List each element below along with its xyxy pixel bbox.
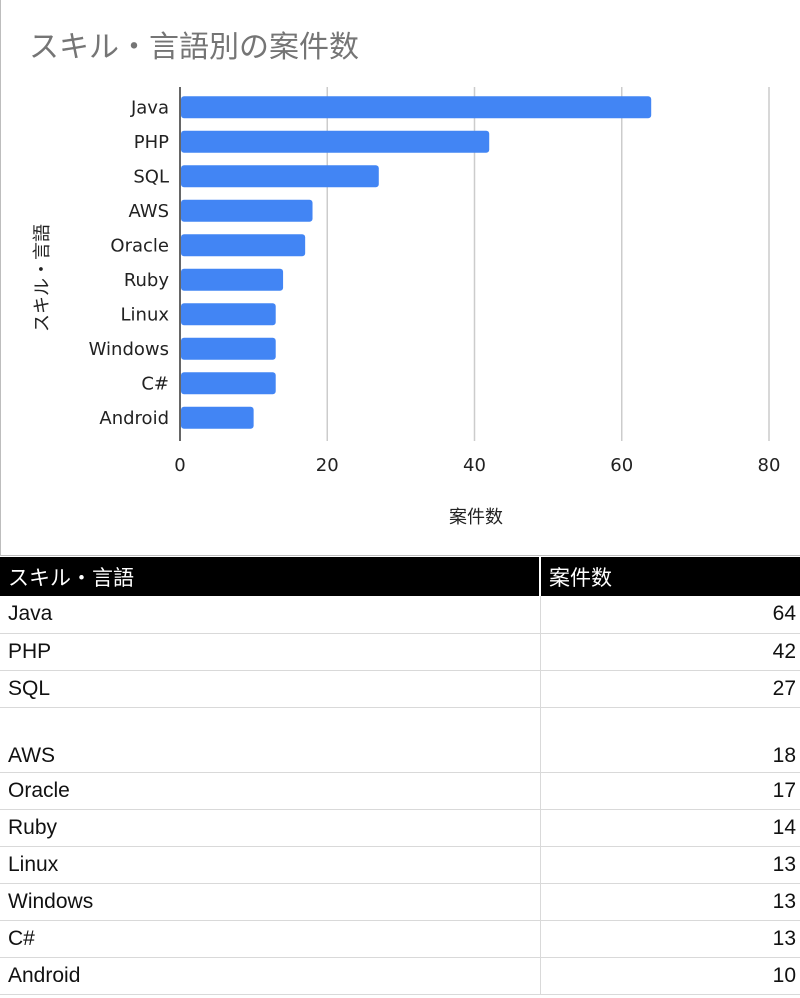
x-tick-label: 60: [610, 455, 633, 476]
x-tick-label: 40: [463, 455, 486, 476]
category-label: Oracle: [110, 235, 169, 256]
chart-panel: スキル・言語別の案件数 Java PHP SQL AWS Oracle Ruby Linux…: [0, 0, 800, 556]
cell-skill[interactable]: Oracle: [0, 772, 541, 810]
x-tick-label: 0: [174, 455, 185, 476]
category-label: C#: [141, 373, 169, 394]
cell-count[interactable]: 17: [540, 772, 800, 810]
table-row: Oracle 17: [0, 772, 800, 810]
cell-skill[interactable]: Windows: [0, 883, 541, 921]
table-row: AWS 18: [0, 707, 800, 773]
cell-count[interactable]: 14: [540, 809, 800, 847]
column-header-skill[interactable]: スキル・言語: [0, 557, 541, 596]
table-row: Ruby 14: [0, 809, 800, 847]
table-row: SQL 27: [0, 670, 800, 708]
bar-chart: スキル・言語別の案件数 Java PHP SQL AWS Oracle Ruby Linux…: [29, 30, 780, 528]
bars: [181, 96, 652, 429]
cell-skill[interactable]: AWS: [0, 707, 541, 773]
cell-skill[interactable]: PHP: [0, 633, 541, 671]
column-header-count[interactable]: 案件数: [540, 557, 800, 596]
cell-count[interactable]: 64: [540, 596, 800, 634]
cell-skill[interactable]: Ruby: [0, 809, 541, 847]
cell-count[interactable]: 10: [540, 957, 800, 995]
category-label: Windows: [89, 339, 169, 360]
category-label: SQL: [133, 166, 169, 187]
category-label: Linux: [121, 304, 170, 325]
cell-skill[interactable]: Android: [0, 957, 541, 995]
bar[interactable]: [181, 234, 306, 257]
cell-skill[interactable]: Java: [0, 596, 541, 634]
table-row: Windows 13: [0, 883, 800, 921]
table-row: Android 10: [0, 957, 800, 995]
category-label: AWS: [128, 201, 169, 222]
bar[interactable]: [181, 372, 276, 395]
cell-skill[interactable]: SQL: [0, 670, 541, 708]
chart-title: スキル・言語別の案件数: [29, 30, 359, 65]
bar[interactable]: [181, 337, 276, 360]
y-axis-title: スキル・言語: [32, 224, 53, 332]
cell-count[interactable]: 13: [540, 883, 800, 921]
data-table: スキル・言語 案件数 Java 64 PHP 42 SQL 27 AWS 18 …: [0, 557, 800, 995]
table-row: PHP 42: [0, 633, 800, 671]
cell-skill[interactable]: Linux: [0, 846, 541, 884]
category-label: Android: [99, 408, 169, 429]
table-row: Linux 13: [0, 846, 800, 884]
table-row: C# 13: [0, 920, 800, 958]
category-label: Java: [130, 97, 169, 118]
table-header-row: スキル・言語 案件数: [0, 557, 800, 596]
bar[interactable]: [181, 130, 490, 153]
bar[interactable]: [181, 303, 276, 326]
cell-count[interactable]: 13: [540, 846, 800, 884]
x-axis-title: 案件数: [449, 507, 503, 528]
bar[interactable]: [181, 406, 254, 429]
category-label: Ruby: [124, 270, 170, 291]
bar[interactable]: [181, 268, 284, 291]
x-tick-label: 20: [316, 455, 339, 476]
cell-count[interactable]: 27: [540, 670, 800, 708]
bar[interactable]: [181, 199, 313, 222]
cell-count[interactable]: 42: [540, 633, 800, 671]
bar[interactable]: [181, 96, 652, 119]
bar[interactable]: [181, 165, 379, 188]
table-row: Java 64: [0, 596, 800, 634]
cell-skill[interactable]: C#: [0, 920, 541, 958]
x-tick-labels: 0 20 40 60 80: [174, 455, 780, 476]
category-label: PHP: [134, 132, 169, 153]
category-labels: Java PHP SQL AWS Oracle Ruby Linux Windows C# And…: [89, 97, 170, 429]
x-tick-label: 80: [758, 455, 781, 476]
cell-count[interactable]: 18: [540, 707, 800, 773]
cell-count[interactable]: 13: [540, 920, 800, 958]
